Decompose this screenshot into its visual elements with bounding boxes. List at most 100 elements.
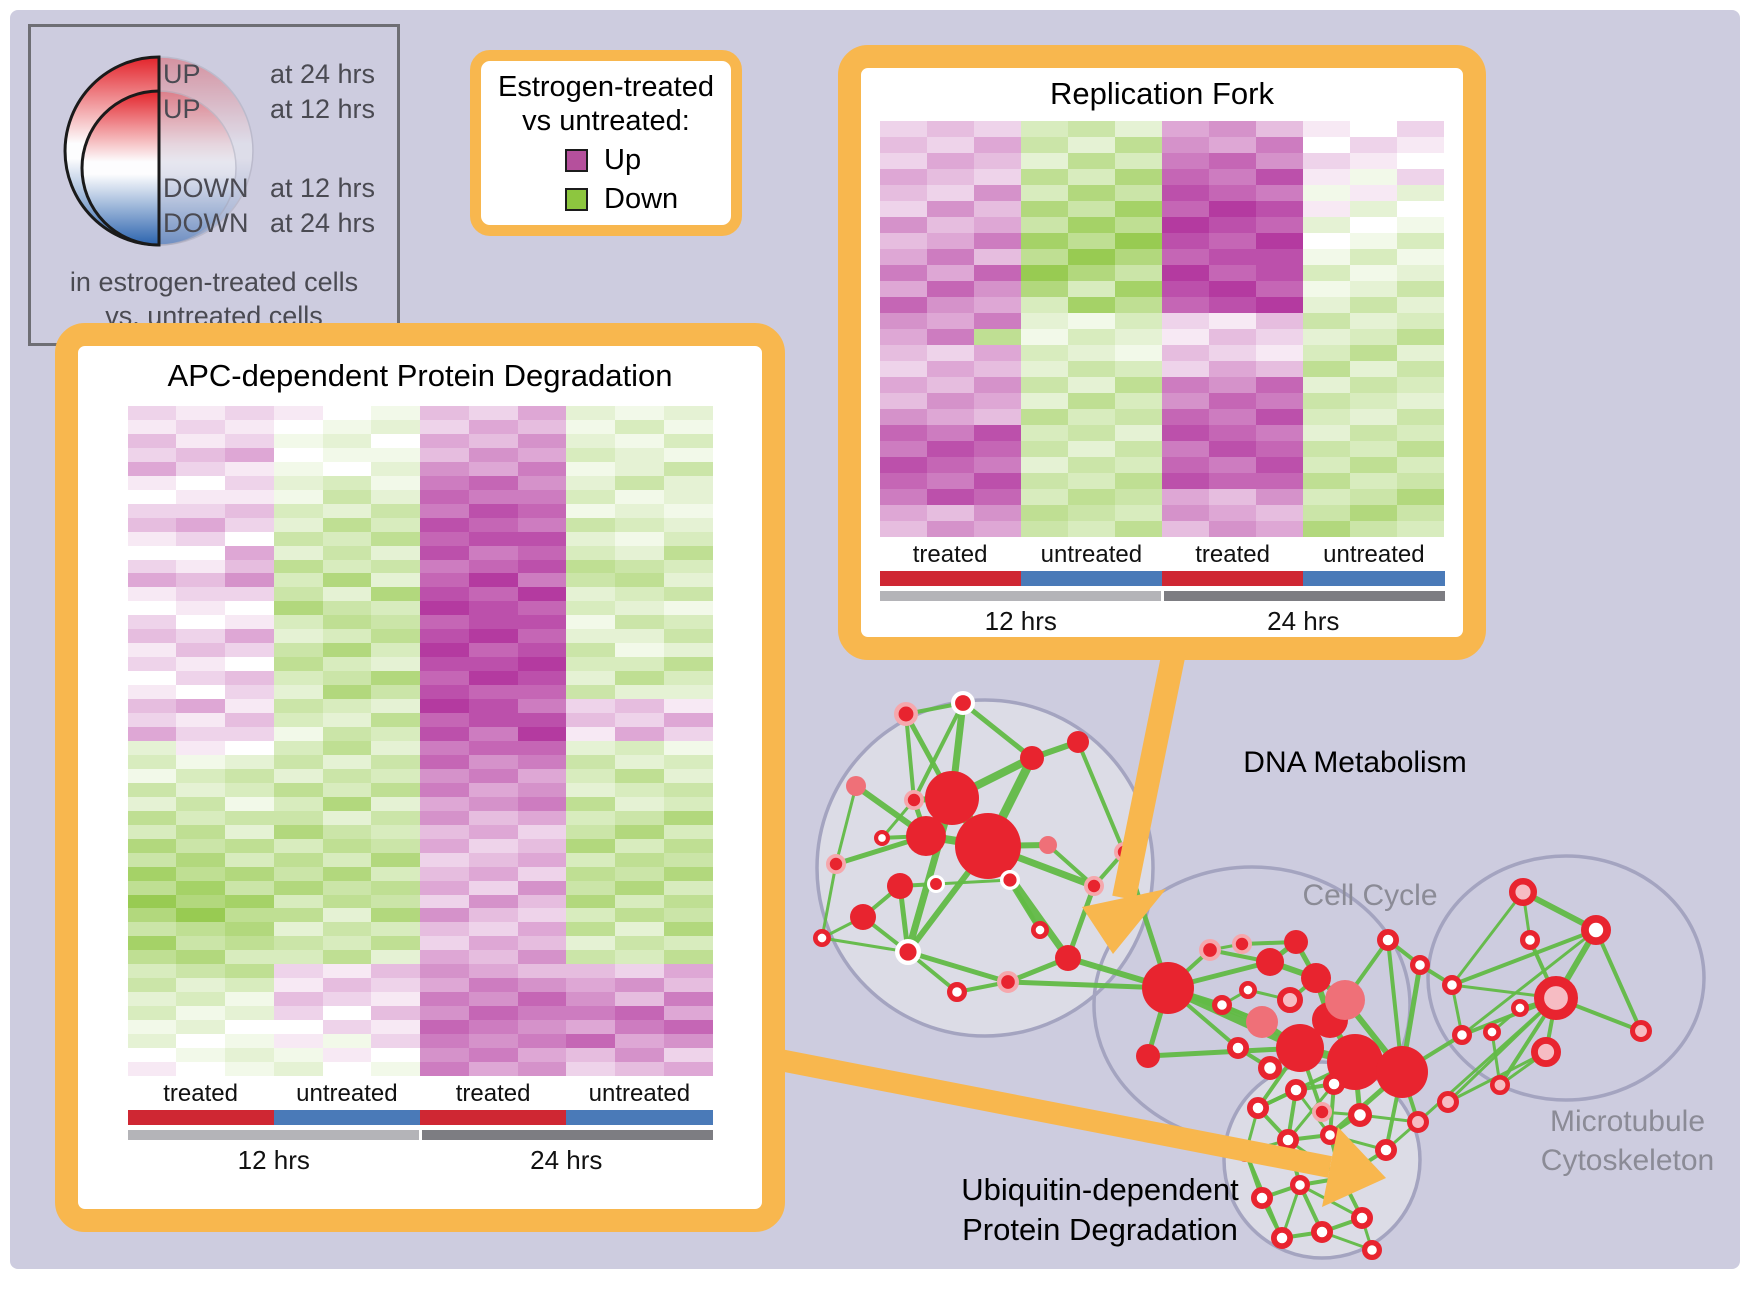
heatmap-cell bbox=[615, 419, 664, 434]
network-edge bbox=[897, 883, 911, 955]
heatmap-cell bbox=[468, 754, 518, 769]
heatmap-cell bbox=[926, 521, 974, 537]
key-up-outer-label: UP bbox=[163, 59, 201, 89]
heatmap-cell bbox=[566, 657, 615, 672]
heatmap-cell bbox=[371, 866, 420, 881]
gene-node-rp bbox=[1276, 986, 1303, 1013]
heatmap-cell bbox=[127, 419, 177, 434]
heatmap-cell bbox=[273, 559, 323, 574]
heatmap-cell bbox=[1114, 345, 1162, 361]
network-edge bbox=[1518, 996, 1558, 1010]
key-24hr-outer-label: at 24 hrs bbox=[269, 59, 375, 89]
gene-node-pr bbox=[1232, 934, 1253, 955]
heatmap-cell bbox=[663, 1006, 713, 1021]
heatmap-cell bbox=[273, 503, 323, 518]
heatmap-cell bbox=[1161, 505, 1210, 521]
heatmap-cell bbox=[926, 441, 974, 457]
network-edge bbox=[1342, 997, 1405, 1075]
network-edge bbox=[1360, 1216, 1374, 1252]
heatmap-cell bbox=[420, 796, 469, 811]
heatmap-cell bbox=[127, 559, 177, 574]
heatmap-cell bbox=[663, 657, 713, 672]
heatmap-cell bbox=[176, 699, 225, 714]
heatmap-cell bbox=[273, 880, 323, 895]
heatmap-cell bbox=[1067, 329, 1115, 345]
heatmap-cell bbox=[517, 866, 567, 881]
network-edge bbox=[1293, 939, 1319, 981]
heatmap-cell bbox=[420, 727, 469, 741]
heatmap-cell bbox=[127, 894, 177, 909]
heatmap-cell bbox=[468, 824, 518, 839]
heatmap-cell bbox=[273, 768, 323, 783]
heatmap-cell bbox=[1020, 265, 1068, 281]
heatmap-cell bbox=[926, 265, 974, 281]
heatmap-cell bbox=[322, 852, 372, 867]
heatmap-cell bbox=[1256, 121, 1304, 137]
heatmap-cell bbox=[371, 936, 420, 951]
heatmap-cell bbox=[273, 489, 323, 504]
heatmap-cell bbox=[273, 461, 323, 476]
heatmap-cell bbox=[1114, 217, 1162, 233]
heatmap-cell bbox=[615, 475, 664, 490]
heatmap-cell bbox=[468, 643, 518, 658]
heatmap-cell bbox=[371, 768, 420, 783]
network-edge bbox=[1256, 1060, 1357, 1110]
network-edge bbox=[1520, 889, 1599, 933]
heatmap-cell bbox=[1067, 505, 1115, 521]
heatmap-cell bbox=[468, 531, 518, 546]
gene-node-rw bbox=[1409, 954, 1430, 975]
network-edge bbox=[1165, 985, 1265, 1025]
heatmap-cell bbox=[322, 433, 372, 448]
network-edge bbox=[1244, 1106, 1260, 1154]
heatmap-cell bbox=[879, 217, 927, 233]
heatmap-cell bbox=[1350, 169, 1398, 185]
network-edge bbox=[820, 862, 838, 940]
heatmap-cell bbox=[468, 950, 518, 965]
network-edge bbox=[1267, 959, 1319, 981]
heatmap-cell bbox=[176, 768, 225, 783]
heatmap-cell bbox=[1256, 521, 1304, 537]
heatmap-cell bbox=[322, 643, 372, 658]
network-edge bbox=[1554, 996, 1643, 1033]
heatmap-cell bbox=[566, 838, 615, 853]
heatmap-cell bbox=[1114, 313, 1162, 329]
heatmap-cell bbox=[1303, 393, 1351, 409]
heatmap-cell bbox=[879, 137, 927, 153]
heatmap-cell bbox=[517, 908, 567, 923]
heatmap-cell bbox=[322, 964, 372, 979]
heatmap-cell bbox=[663, 1020, 713, 1035]
heatmap-cell bbox=[371, 950, 420, 965]
heatmap-cell bbox=[176, 894, 225, 909]
heatmap-cell bbox=[1161, 473, 1210, 489]
heatmap-cell bbox=[371, 406, 420, 420]
network-edge bbox=[1544, 996, 1558, 1054]
heatmap-cell bbox=[420, 503, 469, 518]
heatmap-cell bbox=[127, 699, 177, 714]
heatmap-cell bbox=[973, 377, 1021, 393]
heatmap-cell bbox=[273, 810, 323, 825]
network-edge bbox=[1328, 1082, 1336, 1137]
heatmap-cell bbox=[973, 441, 1021, 457]
heatmap-cell bbox=[1397, 249, 1445, 265]
ubiquitin-label-line2: Protein Degradation bbox=[962, 1212, 1238, 1247]
heatmap-cell bbox=[1161, 233, 1210, 249]
heatmap-cell bbox=[566, 615, 615, 630]
heatmap-cell bbox=[225, 573, 274, 588]
heatmap-cell bbox=[1114, 521, 1162, 537]
microtubule-cytoskeleton-label: Microtubule Cytoskeleton bbox=[1490, 1102, 1740, 1180]
network-edge bbox=[904, 794, 956, 956]
apc-heatmap-block: treated untreated treated untreated 12 hrs 2… bbox=[127, 406, 713, 1176]
heatmap-cell bbox=[1067, 249, 1115, 265]
heatmap-cell bbox=[1397, 185, 1445, 201]
up-color-swatch bbox=[565, 149, 588, 172]
heatmap-cell bbox=[322, 768, 372, 783]
heatmap-cell bbox=[879, 169, 927, 185]
heatmap-cell bbox=[879, 121, 927, 137]
network-edge bbox=[1343, 938, 1390, 1002]
rf-group-color-bars bbox=[879, 571, 1445, 586]
heatmap-cell bbox=[1114, 249, 1162, 265]
heatmap-cell bbox=[973, 265, 1021, 281]
heatmap-cell bbox=[566, 545, 615, 560]
heatmap-cell bbox=[517, 1034, 567, 1049]
heatmap-cell bbox=[127, 517, 177, 532]
